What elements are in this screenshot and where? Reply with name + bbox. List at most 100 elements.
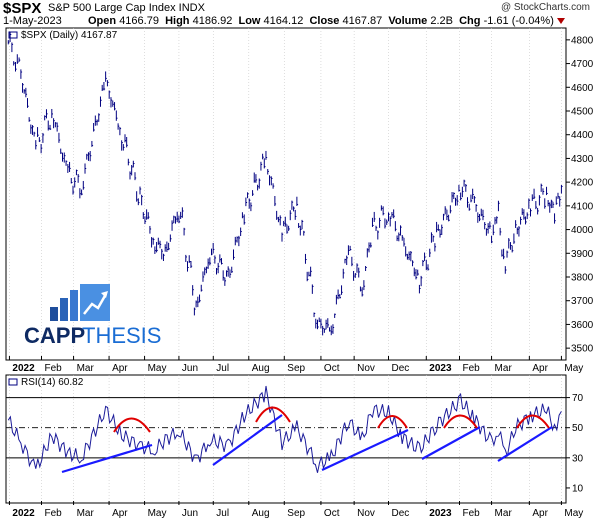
rsi-line [7,385,562,473]
x-axis-top-label-10: Nov [357,363,375,374]
x-axis-bottom-label-12: 2023 [429,508,452,519]
x-axis-bottom-label-1: Feb [45,508,63,519]
logo-arrow-icon [83,293,108,315]
ohlc-summary: Open 4166.79 High 4186.92 Low 4164.12 Cl… [88,15,565,27]
price-legend-swatch-icon [8,31,18,39]
price-legend: $SPX (Daily) 4167.87 [8,30,118,41]
x-axis-top-label-0: 2022 [12,363,35,374]
rsi-trendline-1 [61,443,153,474]
x-axis-top-label-16: May [564,363,583,374]
x-axis-top-label-13: Feb [462,363,480,374]
x-axis-bottom-label-3: Apr [112,508,128,519]
rsi-legend: RSI(14) 60.82 [8,377,84,388]
price-ytick-label-4: 3900 [571,249,594,260]
capp-thesis-logo: CAPP THESIS [24,284,161,348]
low-value: 4164.12 [263,15,304,27]
x-axis-bottom-label-6: Jul [216,508,229,519]
x-axis-bottom-label-9: Oct [324,508,340,519]
x-axis-top-label-12: 2023 [429,363,452,374]
price-ytick-label-0: 3500 [571,344,594,355]
lower-x-axis: 2022 Feb Mar Apr May Jun Jul Aug Sep Oct Nov Dec 202… [8,501,583,519]
logo-bar-1-icon [50,307,58,321]
x-axis-top-label-8: Sep [287,363,305,374]
rsi-series-line [7,385,562,473]
x-axis-top-label-3: Apr [112,363,128,374]
rsi-top-arc-4 [443,414,478,429]
rsi-panel-frame [5,374,567,504]
logo-bar-2-icon [60,298,68,321]
price-ytick-label-3: 3800 [571,273,594,284]
x-axis-bottom-label-0: 2022 [12,508,35,519]
x-axis-bottom-label-5: Jun [182,508,198,519]
close-value: 4167.87 [342,15,383,27]
watermark: @ StockCharts.com [500,2,590,13]
rsi-top-arc-1 [113,417,151,433]
x-axis-bottom-label-16: May [564,508,583,519]
x-axis-bottom-label-10: Nov [357,508,375,519]
x-axis-top-label-4: May [148,363,167,374]
rsi-y-axis: 10 30 50 70 [566,393,584,494]
price-ytick-label-5: 4000 [571,225,594,236]
x-axis-top-label-9: Oct [324,363,340,374]
high-label: High [165,15,190,27]
rsi-top-arc-3 [377,415,408,429]
logo-box-icon [80,284,110,321]
x-axis-top-label-5: Jun [182,363,198,374]
x-axis-top-label-11: Dec [391,363,409,374]
rsi-trendline-2 [212,414,283,466]
rsi-ytick-label-2: 50 [572,423,584,434]
rsi-top-arc-5 [516,414,550,429]
logo-bar-3-icon [70,290,78,321]
price-ytick-label-9: 4400 [571,130,594,141]
change-label: Chg [459,15,481,27]
ticker-symbol: $SPX [3,0,42,17]
x-axis-top-label-1: Feb [45,363,63,374]
x-axis-bottom-label-2: Mar [77,508,95,519]
price-ytick-label-7: 4200 [571,178,594,189]
price-y-axis: 3500 3600 3700 3800 3900 4000 4100 4200 4300 4400… [566,35,594,355]
quote-date: 1-May-2023 [3,15,62,27]
rsi-panel: 10 30 50 70 RSI(14) 60.82 [5,374,584,504]
x-axis-top-label-2: Mar [77,363,95,374]
x-axis-top-label-6: Jul [216,363,229,374]
low-label: Low [238,15,261,27]
x-axis-top-label-14: Mar [495,363,513,374]
price-ytick-label-2: 3700 [571,296,594,307]
price-legend-label: $SPX (Daily) 4167.87 [21,30,118,41]
high-value: 4186.92 [192,15,233,27]
rsi-ytick-label-3: 70 [572,393,584,404]
price-ytick-label-12: 4700 [571,59,594,70]
price-ytick-label-11: 4600 [571,83,594,94]
rsi-trendline-4 [421,426,481,460]
chart-header: $SPX S&P 500 Large Cap Index INDX @ Stoc… [0,0,594,28]
rsi-ytick-label-1: 30 [572,453,584,464]
price-bars [7,32,563,336]
price-ytick-label-8: 4300 [571,154,594,165]
price-ytick-label-6: 4100 [571,201,594,212]
index-name: S&P 500 Large Cap Index INDX [48,2,205,14]
close-label: Close [309,15,340,27]
price-ytick-label-10: 4500 [571,107,594,118]
volume-value: 2.2B [430,15,453,27]
x-axis-bottom-label-11: Dec [391,508,409,519]
logo-arrowhead-icon [101,291,108,298]
x-axis-bottom-label-13: Feb [462,508,480,519]
x-axis-top-label-15: Apr [532,363,548,374]
rsi-trendline-5 [497,426,553,462]
price-panel: 3500 3600 3700 3800 3900 4000 4100 4200 4300 4400… [5,27,594,361]
rsi-top-arcs [113,406,550,433]
change-value: -1.61 (-0.04%) [483,15,554,27]
x-axis-bottom-label-8: Sep [287,508,305,519]
price-ytick-label-1: 3600 [571,320,594,331]
x-axis-bottom-label-14: Mar [495,508,513,519]
open-label: Open [88,15,117,27]
logo-text-capp: CAPP [24,323,85,348]
rsi-legend-swatch-icon [8,378,18,386]
rsi-top-arc-2 [255,406,291,423]
rsi-trendline-3 [321,429,409,471]
down-arrow-icon [556,18,565,25]
rsi-ytick-label-0: 10 [572,483,584,494]
rsi-trendlines [61,414,553,474]
x-axis-bottom-label-15: Apr [532,508,548,519]
logo-text-thesis: THESIS [82,323,161,348]
